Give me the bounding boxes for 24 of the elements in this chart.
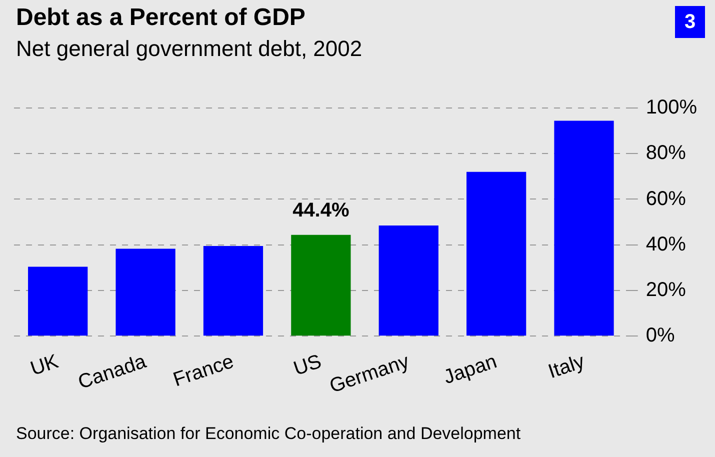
x-tick-label: US (290, 350, 324, 380)
y-tick-label: 60% (646, 188, 686, 210)
chart-subtitle: Net general government debt, 2002 (16, 36, 362, 62)
data-label: 44.4% (292, 199, 350, 222)
bar (291, 234, 351, 336)
bar (116, 248, 176, 336)
bar (554, 120, 614, 336)
chart-title: Debt as a Percent of GDP (16, 4, 306, 32)
x-tick-label: UK (28, 350, 62, 380)
text: 3 (675, 6, 705, 38)
bar (378, 225, 438, 336)
y-tick-label: 80% (646, 142, 686, 164)
y-tick-label: 20% (646, 279, 686, 302)
bar (203, 246, 264, 336)
x-tick-label: Italy (546, 350, 588, 384)
x-tick-label: Canada (75, 350, 150, 394)
bar (466, 172, 526, 336)
x-tick-label: France (170, 350, 237, 392)
y-tick-label: 100% (646, 96, 698, 119)
bar (28, 266, 88, 336)
y-tick-label: 0% (646, 324, 675, 347)
x-tick-label: Japan (440, 350, 500, 389)
source-note: Source: Organisation for Economic Co-operation and Development (16, 424, 521, 444)
y-tick-label: 40% (646, 233, 686, 256)
